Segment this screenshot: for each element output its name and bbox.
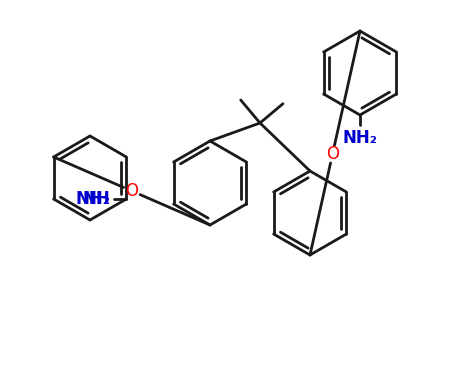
Text: O: O: [326, 145, 339, 163]
Text: NH₂: NH₂: [342, 129, 377, 147]
Text: O: O: [125, 182, 138, 200]
Text: NH₂: NH₂: [75, 190, 110, 208]
Text: NH: NH: [83, 190, 110, 208]
